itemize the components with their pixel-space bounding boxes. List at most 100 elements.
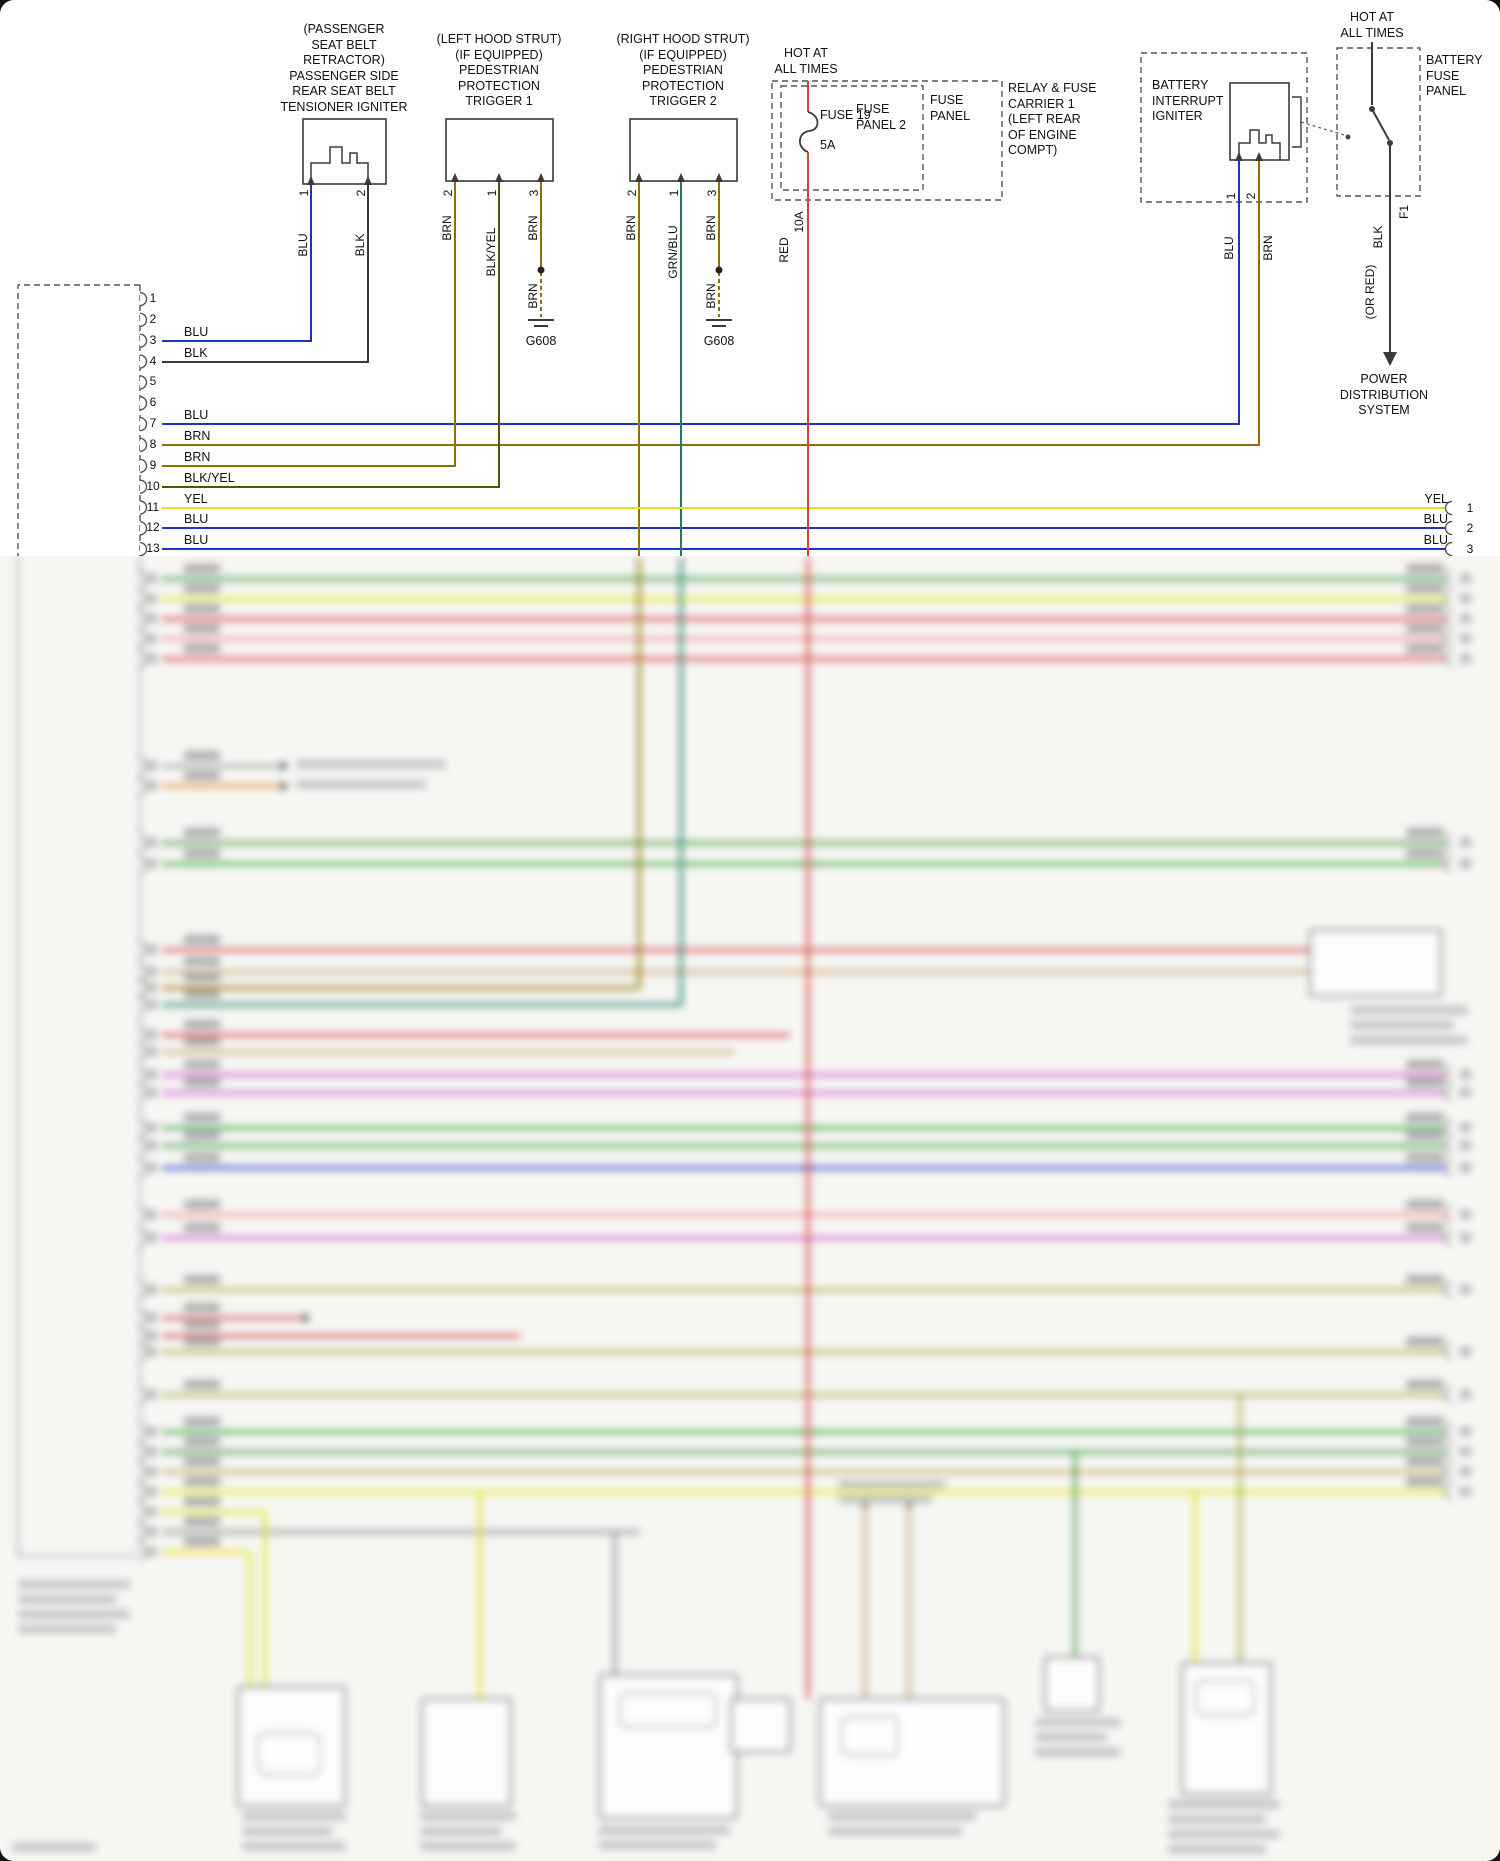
battery-fuse-panel-label: BATTERY FUSE PANEL: [1426, 53, 1483, 98]
pin-arc: [139, 758, 148, 774]
pin-arc: [139, 1067, 148, 1083]
wire-color-label: YEL: [184, 491, 208, 506]
seatbelt-igniter-label: (PASSENGER SEAT BELT RETRACTOR) PASSENGE…: [280, 22, 408, 114]
fuse-id-label: F1: [1397, 204, 1411, 220]
wire-color-label: BLK: [1371, 225, 1385, 249]
connector-pin-number: 4: [149, 353, 157, 368]
pin-arc: [139, 1310, 148, 1326]
blurred-pin-number: [146, 1163, 157, 1172]
junction-dot: [279, 782, 287, 790]
pin-arc: [139, 980, 148, 996]
wire-color-label: YEL: [1424, 492, 1448, 506]
wire-color-label: BLK: [184, 345, 208, 360]
hot-at-all-times-label: HOT AT ALL TIMES: [1340, 10, 1404, 40]
blurred-pin-number: [146, 1313, 157, 1322]
pin-arc: [139, 1120, 148, 1136]
blurred-component-box: [257, 1732, 321, 1776]
pin-arc: [139, 651, 148, 667]
junction-dot: [537, 266, 545, 274]
blurred-pin-number: [146, 654, 157, 663]
pin-arrow: [1235, 152, 1243, 161]
pin-arc: [1444, 631, 1453, 647]
right-pin-number: 1: [1466, 501, 1474, 515]
blurred-pin-number: [1460, 614, 1471, 623]
blurred-pin-number: [1460, 574, 1471, 583]
blurred-pin-number: [1460, 1427, 1471, 1436]
blurred-pin-number: [146, 1285, 157, 1294]
blurred-wire-label: [1406, 828, 1444, 837]
pin-arc: [139, 778, 148, 794]
blurred-text: [1350, 1006, 1468, 1015]
wire-color-label: BRN: [184, 449, 211, 464]
connector-pin-number: 12: [146, 520, 160, 535]
blurred-wire-label: [184, 1517, 220, 1526]
pin-arc: [139, 1464, 148, 1480]
blurred-text: [18, 1580, 130, 1589]
pin-arc: [139, 942, 148, 958]
bracket: [1292, 96, 1302, 148]
hot-at-all-times-label: HOT AT ALL TIMES: [774, 46, 838, 76]
blurred-wire-label: [184, 1437, 220, 1446]
pin-number: 3: [705, 189, 719, 197]
pin-arc: [139, 333, 148, 348]
pin-arc: [139, 631, 148, 647]
pin-number: 3: [527, 189, 541, 197]
pin-number: 2: [1244, 192, 1258, 200]
blurred-wire-label: [184, 1477, 220, 1486]
blurred-text: [838, 1480, 946, 1489]
blurred-wire-label: [184, 771, 220, 780]
trigger2-outline: [629, 118, 738, 182]
blurred-text: [1168, 1845, 1266, 1854]
blurred-wire-label: [184, 751, 220, 760]
pin-arrow: [451, 173, 459, 182]
arrow-down-icon: [1383, 352, 1397, 366]
connector-pin-number: 3: [149, 332, 157, 347]
blurred-wire-label: [1406, 1200, 1444, 1209]
blurred-wire-label: [184, 1337, 220, 1346]
junction-dot: [279, 762, 287, 770]
blurred-wire-label: [1406, 1113, 1444, 1122]
blurred-pin-number: [1460, 654, 1471, 663]
wire-color-label: BRN: [440, 215, 454, 241]
blurred-wire-label: [1406, 1131, 1444, 1140]
blurred-pin-number: [146, 1447, 157, 1456]
blurred-wire-label: [184, 1200, 220, 1209]
pin-arc: [139, 291, 148, 307]
blurred-text: [296, 780, 426, 789]
blurred-wire-label: [184, 935, 220, 944]
blurred-pin-number: [1460, 1141, 1471, 1150]
pin-arc: [139, 1085, 148, 1101]
blurred-text: [12, 1843, 96, 1852]
blurred-pin-number: [146, 1487, 157, 1496]
blurred-pin-number: [146, 634, 157, 643]
blurred-pin-number: [146, 594, 157, 603]
pin-arc: [139, 835, 148, 851]
blurred-pin-number: [1460, 1088, 1471, 1097]
blurred-pin-number: [1460, 1487, 1471, 1496]
blurred-component-box: [1195, 1680, 1255, 1716]
blurred-text: [242, 1827, 332, 1836]
pin-arrow: [1255, 152, 1263, 161]
fuse-panel-2-label: FUSE PANEL 2: [856, 102, 907, 132]
pin-arc: [139, 1044, 148, 1060]
blurred-pin-number: [1460, 594, 1471, 603]
blurred-wire-label: [184, 1223, 220, 1232]
pin-arc: [139, 611, 148, 627]
fuse-panel-box: [771, 80, 1003, 201]
pin-arc: [1444, 835, 1453, 851]
wire-color-label: BRN: [526, 283, 540, 309]
wire-color-label: BRN: [526, 215, 540, 241]
blurred-text: [828, 1812, 976, 1821]
blurred-wire-label: [1406, 1337, 1444, 1346]
blurred-pin-number: [1460, 1210, 1471, 1219]
blurred-pin-number: [1460, 1390, 1471, 1399]
wire-color-label: BLU: [184, 533, 209, 548]
pin-arc: [1444, 591, 1453, 607]
fuse-19-label: FUSE 19: [820, 108, 871, 122]
pin-arc: [139, 500, 148, 515]
blurred-wire-label: [184, 584, 220, 593]
battery-fuse-panel-box: [1336, 47, 1421, 197]
pin-arc: [139, 1230, 148, 1246]
blurred-wire-label: [1406, 1275, 1444, 1284]
